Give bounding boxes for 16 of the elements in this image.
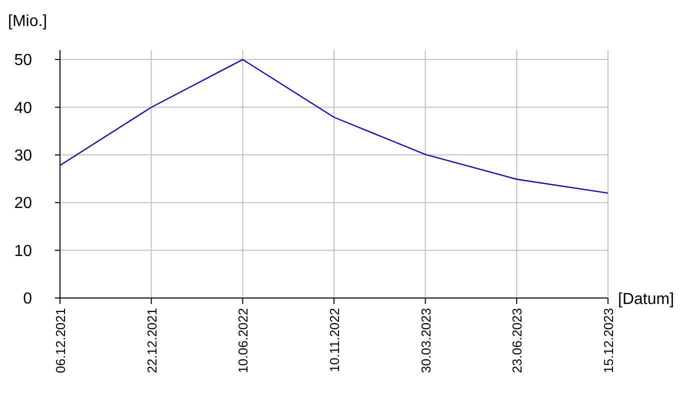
- y-tick-label: 50: [14, 52, 32, 70]
- y-tick-label: 30: [14, 148, 32, 165]
- x-tick-label: 30.03.2023: [418, 308, 434, 374]
- line-series: [59, 58, 609, 194]
- y-axis-title: [Mio.]: [8, 13, 48, 30]
- y-tick-label: 20: [14, 195, 32, 212]
- x-tick-label: 22.12.2021: [144, 308, 160, 374]
- x-tick-label: 23.06.2023: [510, 308, 525, 374]
- x-axis-title: [Datum]: [618, 291, 674, 308]
- x-tick-label: 10.06.2022: [236, 308, 251, 374]
- y-tick-label: 10: [14, 242, 32, 260]
- x-tick-label: 10.11.2022: [327, 308, 342, 372]
- y-tick-label: 40: [14, 100, 32, 117]
- y-tick-label: 0: [23, 290, 32, 308]
- x-tick-label: 06.12.2021: [53, 308, 68, 374]
- x-tick-label: 15.12.2023: [601, 308, 616, 374]
